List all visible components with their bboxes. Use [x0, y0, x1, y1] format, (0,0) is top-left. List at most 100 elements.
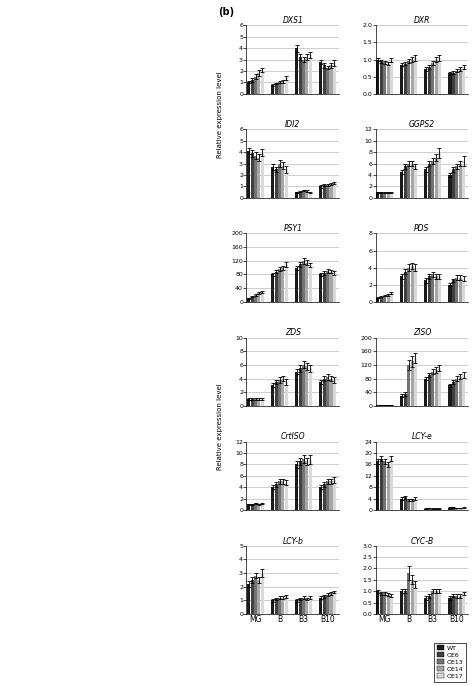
Bar — [251, 297, 254, 302]
Bar — [390, 459, 393, 510]
Bar — [274, 599, 278, 614]
Bar — [302, 365, 305, 406]
Bar — [302, 261, 305, 302]
Bar — [407, 268, 410, 302]
Bar — [410, 362, 414, 406]
Bar — [390, 595, 393, 614]
Bar — [329, 379, 333, 406]
Bar — [282, 166, 284, 198]
Bar — [435, 158, 438, 198]
Bar — [438, 58, 441, 94]
Bar — [380, 61, 383, 94]
Bar — [333, 63, 336, 94]
Bar — [251, 80, 254, 94]
Bar — [254, 156, 257, 198]
Bar — [376, 591, 380, 614]
Bar — [401, 591, 403, 614]
Bar — [302, 60, 305, 94]
Bar — [452, 382, 455, 406]
Bar — [431, 508, 434, 510]
Bar — [424, 598, 428, 614]
Bar — [278, 380, 281, 406]
Bar — [326, 185, 329, 198]
Bar — [257, 73, 261, 94]
Bar — [257, 158, 261, 198]
Bar — [333, 480, 336, 510]
Bar — [431, 591, 434, 614]
Bar — [390, 405, 393, 406]
Bar — [424, 69, 428, 94]
Bar — [274, 382, 278, 406]
Title: DXS1: DXS1 — [283, 16, 303, 25]
Bar — [254, 295, 257, 302]
Bar — [282, 81, 284, 94]
Bar — [261, 70, 264, 94]
Bar — [455, 379, 458, 406]
Bar — [247, 504, 250, 510]
Bar — [404, 394, 407, 406]
Bar — [299, 191, 302, 198]
Bar — [309, 598, 312, 614]
Bar — [435, 60, 438, 94]
Bar — [309, 192, 312, 198]
Bar — [295, 268, 298, 302]
Bar — [254, 503, 257, 510]
Bar — [247, 584, 250, 614]
Bar — [251, 399, 254, 406]
Bar — [319, 382, 322, 406]
Bar — [428, 276, 431, 302]
Bar — [458, 164, 462, 198]
Bar — [414, 268, 417, 302]
Bar — [326, 271, 329, 302]
Bar — [299, 58, 302, 94]
Bar — [458, 377, 462, 406]
Bar — [309, 55, 312, 94]
Bar — [448, 175, 452, 198]
Title: PSY1: PSY1 — [283, 224, 302, 233]
Bar — [407, 365, 410, 406]
Bar — [455, 71, 458, 94]
Bar — [326, 595, 329, 614]
Bar — [435, 370, 438, 406]
Bar — [261, 503, 264, 510]
Bar — [404, 272, 407, 302]
Bar — [326, 377, 329, 406]
Bar — [410, 266, 414, 302]
Bar — [401, 172, 403, 198]
Bar — [414, 358, 417, 406]
Bar — [271, 386, 274, 406]
Bar — [458, 69, 462, 94]
Bar — [401, 64, 403, 94]
Title: IDI2: IDI2 — [285, 120, 301, 130]
Bar — [462, 508, 465, 510]
Bar — [448, 285, 452, 302]
Bar — [274, 484, 278, 510]
Bar — [257, 504, 261, 510]
Bar — [299, 368, 302, 406]
Bar — [326, 482, 329, 510]
Bar — [323, 273, 326, 302]
Bar — [329, 482, 333, 510]
Bar — [386, 595, 390, 614]
Bar — [247, 298, 250, 302]
Bar — [302, 598, 305, 614]
Bar — [326, 67, 329, 94]
Bar — [274, 84, 278, 94]
Bar — [323, 484, 326, 510]
Text: Relative expression level: Relative expression level — [218, 383, 223, 470]
Bar — [428, 508, 431, 510]
Bar — [414, 167, 417, 198]
Bar — [323, 185, 326, 198]
Bar — [383, 405, 386, 406]
Bar — [407, 164, 410, 198]
Bar — [462, 593, 465, 614]
Bar — [386, 295, 390, 302]
Bar — [261, 573, 264, 614]
Bar — [305, 599, 309, 614]
Bar — [376, 60, 380, 94]
Title: GGPS2: GGPS2 — [409, 120, 435, 130]
Bar — [414, 499, 417, 510]
Bar — [462, 375, 465, 406]
Bar — [302, 191, 305, 198]
Bar — [404, 591, 407, 614]
